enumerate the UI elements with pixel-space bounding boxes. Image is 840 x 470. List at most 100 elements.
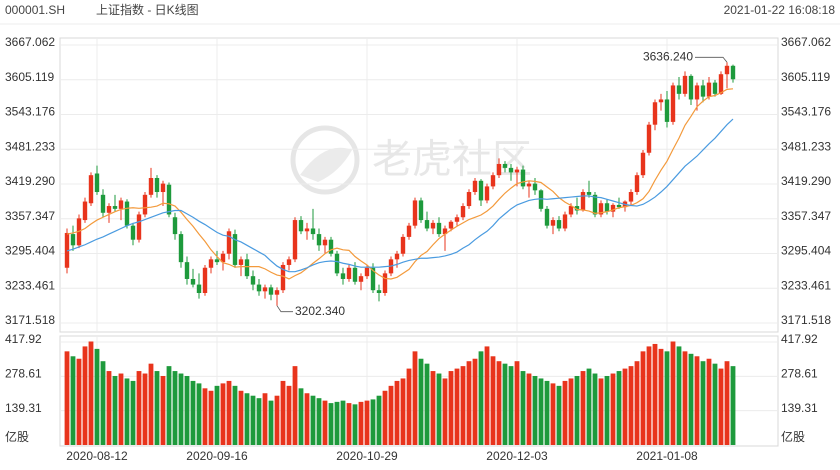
volume-bar <box>568 378 574 445</box>
volume-bar <box>118 373 124 445</box>
candle-body <box>220 253 226 263</box>
volume-bar <box>250 395 256 445</box>
y-tick-label-right: 3481.233 <box>781 139 831 153</box>
candle-body <box>508 167 514 173</box>
candle-body <box>442 228 448 235</box>
y-tick-label: 3171.518 <box>5 313 55 327</box>
candle-body <box>226 231 232 254</box>
volume-bar <box>70 356 76 445</box>
volume-bar <box>142 373 148 445</box>
volume-bar <box>718 368 724 445</box>
volume-unit: 亿股 <box>5 429 29 444</box>
candle-body <box>190 278 196 285</box>
candle-body <box>262 287 268 292</box>
volume-bar <box>604 375 610 445</box>
volume-bar <box>484 346 490 445</box>
candle-body <box>496 163 502 176</box>
volume-bar <box>148 363 154 445</box>
candle-body <box>166 184 172 215</box>
volume-bar <box>424 363 430 445</box>
candle-body <box>466 192 472 207</box>
volume-bar <box>232 385 238 445</box>
volume-bar <box>478 351 484 445</box>
candle-body <box>658 99 664 103</box>
candle-body <box>214 259 220 263</box>
candle-body <box>718 74 724 94</box>
volume-bar <box>436 373 442 445</box>
volume-bar <box>82 346 88 445</box>
candle-body <box>514 169 520 173</box>
candle-body <box>268 287 274 295</box>
volume-bar <box>706 358 712 445</box>
volume-bar <box>544 380 550 445</box>
candle-body <box>472 180 478 193</box>
volume-bar <box>592 373 598 445</box>
candle-body <box>616 204 622 208</box>
candle-body <box>244 259 250 277</box>
volume-bar <box>652 343 658 445</box>
candle-body <box>406 225 412 237</box>
volume-bar <box>406 368 412 445</box>
volume-bar <box>244 393 250 445</box>
candle-body <box>232 234 238 265</box>
candle-body <box>142 194 148 215</box>
candle-body <box>454 217 460 222</box>
x-tick-label: 2021-01-08 <box>636 449 698 463</box>
timestamp: 2021-01-22 16:08:18 <box>724 3 836 17</box>
candle-body <box>562 214 568 229</box>
volume-bar <box>460 366 466 445</box>
volume-bar <box>682 351 688 445</box>
volume-bar <box>346 403 352 445</box>
annotation: 3636.240 <box>643 49 693 63</box>
volume-bar <box>724 361 730 445</box>
y-tick-label: 3481.233 <box>5 139 55 153</box>
candle-body <box>334 253 340 274</box>
volume-bar <box>196 383 202 445</box>
ma10-line <box>66 88 734 280</box>
candle-body <box>664 99 670 122</box>
candle-body <box>586 192 592 195</box>
volume-bar <box>502 363 508 445</box>
y-tick-label: 3605.119 <box>5 70 54 84</box>
volume-bar <box>214 385 220 445</box>
candle-body <box>460 206 466 218</box>
candle-body <box>136 214 142 240</box>
candle-body <box>538 190 544 209</box>
candle-body <box>202 267 208 293</box>
candle-body <box>184 262 190 279</box>
volume-tick-label-right: 417.92 <box>781 332 818 346</box>
volume-bar <box>508 366 514 445</box>
volume-bar <box>304 393 310 445</box>
candle-body <box>70 234 76 246</box>
watermark-logo <box>290 125 360 195</box>
volume-bar <box>694 356 700 445</box>
candle-body <box>676 85 682 94</box>
y-tick-label-right: 3357.347 <box>781 209 831 223</box>
x-tick-label: 2020-12-03 <box>486 449 548 463</box>
candle-body <box>484 186 490 201</box>
candle-body <box>730 65 736 80</box>
volume-bar <box>670 341 676 445</box>
volume-bar <box>64 351 70 445</box>
candle-body <box>436 222 442 235</box>
candle-body <box>82 201 88 221</box>
code: 000001.SH <box>5 3 65 17</box>
candle-body <box>646 124 652 153</box>
candle-body <box>418 200 424 221</box>
volume-bar <box>418 358 424 445</box>
volume-bar <box>364 400 370 445</box>
volume-bar <box>238 390 244 445</box>
candle-body <box>238 259 244 265</box>
volume-bar <box>454 368 460 445</box>
volume-frame <box>59 335 779 447</box>
y-tick-label: 3543.176 <box>5 105 55 119</box>
candle-body <box>364 267 370 277</box>
volume-bar <box>712 363 718 445</box>
candle-body <box>724 65 730 75</box>
candle-body <box>556 220 562 229</box>
candle-body <box>532 183 538 191</box>
volume-bar <box>190 380 196 445</box>
volume-bar <box>358 401 364 445</box>
volume-bar <box>292 366 298 445</box>
candle-body <box>316 234 322 246</box>
